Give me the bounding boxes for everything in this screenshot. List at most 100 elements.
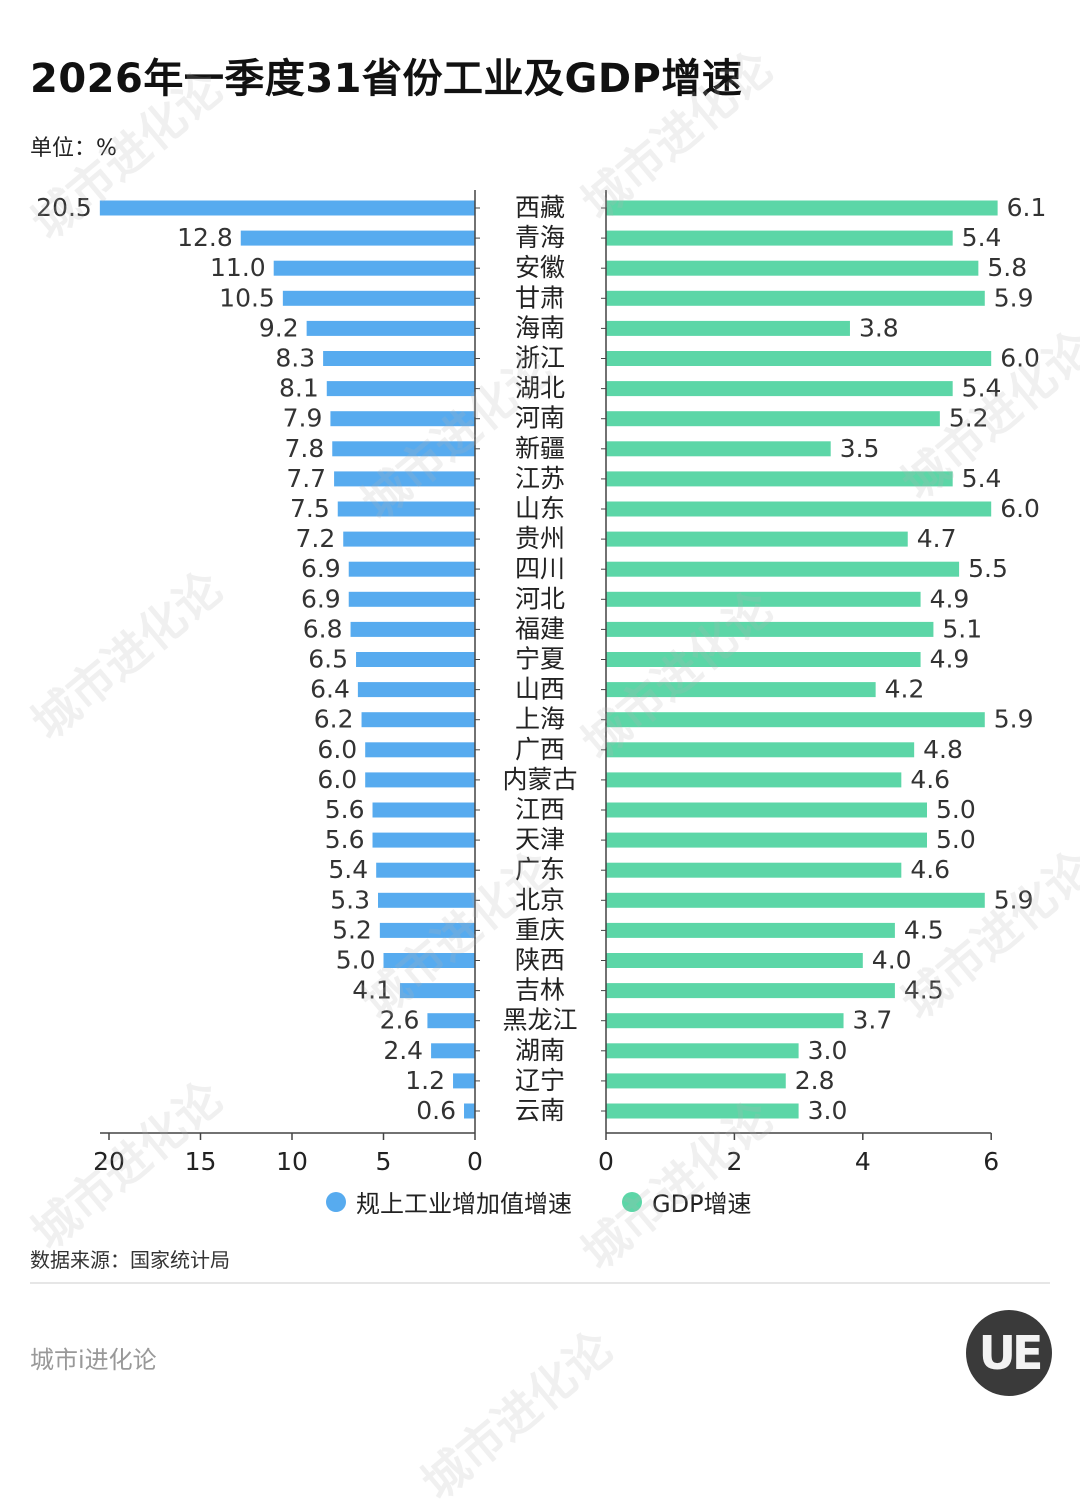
industry-x-tick-label: 0 [467, 1147, 483, 1176]
province-label: 吉林 [515, 976, 565, 1005]
industry-value-label: 10.5 [219, 283, 275, 312]
chart-legend: 规上工业增加值增速 GDP增速 [0, 1184, 1080, 1220]
industry-bar [348, 591, 475, 607]
industry-bar [357, 682, 475, 698]
industry-bar [427, 1013, 475, 1029]
industry-value-label: 5.6 [325, 825, 365, 854]
footer-divider [30, 1282, 1050, 1284]
gdp-bar [606, 441, 831, 457]
province-label: 浙江 [515, 344, 565, 373]
industry-value-label: 6.9 [301, 584, 341, 613]
province-label: 甘肃 [515, 283, 565, 312]
gdp-bar [606, 652, 921, 667]
province-label: 湖北 [515, 374, 565, 403]
province-label: 青海 [515, 223, 565, 252]
chart-title: 2026年一季度31省份工业及GDP增速 [30, 56, 743, 102]
gdp-value-label: 4.9 [930, 645, 970, 674]
industry-value-label: 8.3 [275, 344, 315, 373]
gdp-value-label: 4.8 [923, 735, 963, 764]
legend-item-industry: 规上工业增加值增速 [326, 1184, 572, 1219]
gdp-value-label: 4.5 [904, 915, 944, 944]
gdp-bar [606, 501, 992, 517]
industry-bar [431, 1043, 475, 1059]
industry-value-label: 5.4 [328, 855, 368, 884]
gdp-bar [606, 411, 940, 427]
province-label: 新疆 [515, 434, 565, 463]
province-label: 河北 [515, 584, 565, 613]
gdp-value-label: 4.6 [910, 855, 950, 884]
industry-bar [334, 471, 475, 487]
province-label: 安徽 [515, 253, 565, 282]
gdp-bar [606, 742, 915, 758]
industry-value-label: 6.2 [314, 705, 354, 734]
industry-value-label: 7.8 [284, 434, 324, 463]
brand-logo: UE [966, 1310, 1052, 1396]
industry-bar [348, 561, 475, 577]
industry-value-label: 6.0 [317, 765, 357, 794]
industry-value-label: 6.0 [317, 735, 357, 764]
gdp-value-label: 4.2 [885, 675, 925, 704]
gdp-value-label: 4.6 [910, 765, 950, 794]
industry-bar [399, 983, 475, 999]
gdp-value-label: 3.0 [808, 1096, 848, 1125]
industry-value-label: 6.9 [301, 554, 341, 583]
gdp-value-label: 5.4 [962, 464, 1002, 493]
industry-value-label: 4.1 [352, 976, 392, 1005]
province-label: 天津 [515, 825, 565, 854]
industry-bar [464, 1103, 475, 1119]
industry-bar [372, 802, 475, 818]
province-label: 广东 [515, 855, 565, 884]
industry-value-label: 7.2 [295, 524, 335, 553]
gdp-value-label: 3.5 [840, 434, 880, 463]
butterfly-bar-chart: 20.5 西藏 6.1 12.8 青海 5.4 11.0 安徽 5.8 10.5 甘肃 5.9 9.2 海… [36, 190, 1046, 1176]
industry-bar [326, 381, 475, 397]
gdp-value-label: 6.0 [1000, 344, 1040, 373]
gdp-value-label: 5.0 [936, 795, 976, 824]
industry-value-label: 0.6 [416, 1096, 456, 1125]
industry-value-label: 7.5 [290, 494, 330, 523]
gdp-bar [606, 561, 960, 577]
industry-value-label: 20.5 [36, 193, 92, 222]
gdp-value-label: 5.9 [994, 705, 1034, 734]
industry-value-label: 5.2 [332, 915, 372, 944]
industry-value-label: 1.2 [405, 1066, 445, 1095]
gdp-bar [606, 922, 895, 938]
gdp-bar [606, 832, 927, 848]
gdp-bar [606, 260, 979, 276]
industry-value-label: 5.6 [325, 795, 365, 824]
industry-bar [99, 200, 475, 216]
industry-bar [330, 411, 475, 427]
province-label: 贵州 [515, 524, 565, 553]
gdp-value-label: 3.8 [859, 313, 899, 342]
gdp-value-label: 5.8 [987, 253, 1027, 282]
gdp-bar [606, 712, 985, 728]
industry-bar [372, 832, 475, 848]
gdp-bar [606, 892, 985, 908]
industry-x-tick-label: 10 [276, 1147, 308, 1176]
industry-value-label: 6.8 [303, 614, 343, 643]
gdp-value-label: 5.4 [962, 223, 1002, 252]
industry-value-label: 9.2 [259, 313, 299, 342]
gdp-value-label: 5.5 [968, 554, 1008, 583]
province-label: 山东 [515, 494, 565, 523]
gdp-value-label: 5.0 [936, 825, 976, 854]
gdp-value-label: 3.7 [853, 1006, 893, 1035]
industry-value-label: 7.7 [286, 464, 326, 493]
gdp-value-label: 5.2 [949, 404, 989, 433]
industry-bar [306, 320, 475, 336]
gdp-bar [606, 953, 863, 968]
province-label: 北京 [515, 885, 565, 914]
industry-bar [379, 922, 475, 938]
industry-value-label: 12.8 [177, 223, 233, 252]
province-label: 西藏 [515, 193, 565, 222]
province-label: 山西 [515, 675, 565, 704]
gdp-value-label: 4.7 [917, 524, 957, 553]
brand-logo-text: UE [978, 1326, 1044, 1380]
province-label: 内蒙古 [502, 765, 577, 794]
industry-bar [365, 772, 475, 788]
province-label: 河南 [515, 404, 565, 433]
gdp-value-label: 5.9 [994, 283, 1034, 312]
industry-bar [240, 230, 475, 246]
gdp-bar [606, 1073, 786, 1089]
gdp-x-tick-label: 2 [726, 1147, 742, 1176]
